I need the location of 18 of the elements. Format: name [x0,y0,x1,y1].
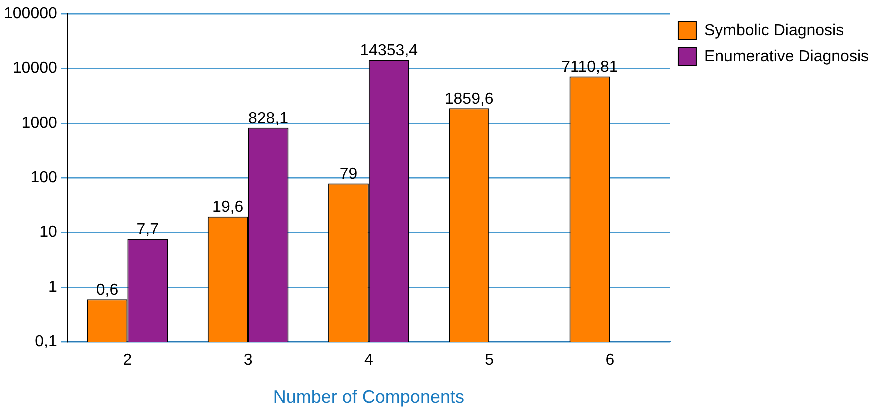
y-tick-label: 0,1 [35,334,58,351]
data-label: 14353,4 [360,42,418,60]
data-label: 19,6 [212,199,244,216]
x-tick-label: 5 [485,352,494,370]
legend-label: Symbolic Diagnosis [704,22,844,40]
y-tick-label: 100 [30,170,58,187]
data-label: 1859,6 [444,91,494,108]
x-tick-label: 6 [606,352,615,370]
y-tick-label: 10000 [12,60,58,78]
x-tick-label: 4 [364,352,374,370]
y-tick-label: 1000 [22,114,58,132]
legend-label: Enumerative Diagnosis [704,48,870,66]
x-tick-label: 3 [244,352,253,370]
x-tick-label: 2 [123,352,132,370]
x-axis-title: Number of Components [273,387,464,408]
y-tick-label: 10 [40,224,58,242]
y-tick-label: 100000 [4,5,58,22]
y-tick-label: 1 [48,278,58,296]
